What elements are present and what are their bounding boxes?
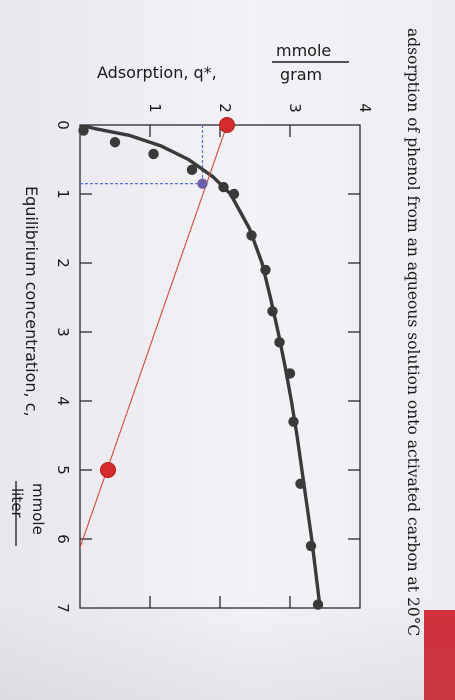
chart-title: adsorption of phenol from an aqueous sol… bbox=[404, 28, 422, 636]
data-point bbox=[284, 368, 296, 379]
data-point bbox=[109, 137, 121, 148]
data-point bbox=[78, 125, 89, 136]
x-axis-unit-numerator: mmole bbox=[29, 483, 47, 535]
y-axis-unit-numerator: mmole bbox=[276, 41, 331, 60]
x-tick-label: 7 bbox=[54, 603, 72, 613]
x-tick-label: 6 bbox=[54, 534, 72, 544]
y-axis-unit-denominator: gram bbox=[280, 65, 322, 84]
data-point bbox=[228, 188, 240, 200]
series-lines bbox=[80, 125, 322, 608]
intersection-point bbox=[197, 178, 208, 189]
data-point bbox=[312, 599, 324, 610]
plot-frame bbox=[79, 124, 361, 609]
guide-lines bbox=[80, 125, 204, 185]
data-point bbox=[186, 164, 198, 176]
x-tick-label: 5 bbox=[54, 465, 72, 475]
data-points bbox=[78, 117, 324, 610]
data-point bbox=[260, 264, 271, 276]
y-tick-label: 4 bbox=[356, 103, 374, 113]
marked-point bbox=[219, 117, 235, 133]
data-point bbox=[218, 181, 229, 193]
x-tick-label: 3 bbox=[54, 327, 72, 337]
x-axis-label: Equilibrium concentration, c, bbox=[22, 186, 41, 417]
operating-line bbox=[80, 125, 228, 550]
x-axis-unit-denominator: liter bbox=[8, 488, 26, 518]
data-point bbox=[246, 230, 257, 241]
marked-point bbox=[100, 462, 116, 478]
data-point bbox=[295, 478, 306, 489]
data-point bbox=[267, 306, 278, 317]
red-edge-strip bbox=[424, 610, 455, 700]
x-tick-label: 0 bbox=[54, 120, 72, 130]
y-tick-label: 1 bbox=[146, 103, 164, 113]
x-tick-label: 2 bbox=[54, 258, 72, 268]
y-axis-label: Adsorption, q*, bbox=[97, 63, 217, 82]
data-point bbox=[288, 416, 299, 427]
axis-tick-labels: 0 1 2 3 4 5 6 7 1 2 3 4 bbox=[54, 103, 374, 613]
data-point bbox=[274, 337, 285, 348]
x-tick-label: 1 bbox=[54, 189, 72, 199]
data-point bbox=[305, 540, 317, 552]
equilibrium-curve bbox=[80, 125, 322, 608]
y-tick-label: 3 bbox=[286, 103, 304, 113]
x-tick-label: 4 bbox=[54, 396, 72, 406]
y-tick-label: 2 bbox=[216, 103, 234, 113]
data-point bbox=[148, 148, 159, 160]
axis-ticks bbox=[80, 125, 360, 608]
